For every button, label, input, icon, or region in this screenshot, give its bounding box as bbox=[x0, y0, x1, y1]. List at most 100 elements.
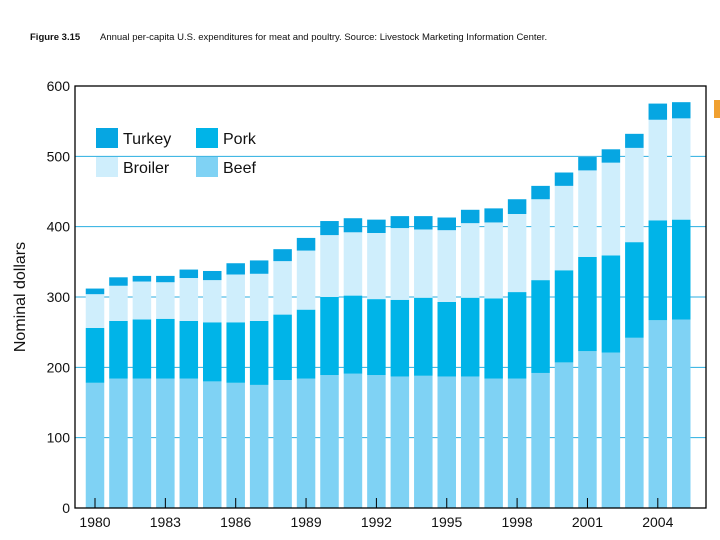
bar-pork-1997 bbox=[484, 298, 503, 379]
bar-pork-1998 bbox=[507, 292, 527, 379]
bar-broiler-1987 bbox=[249, 273, 269, 321]
bar-turkey-2001 bbox=[578, 157, 597, 171]
bar-broiler-1989 bbox=[296, 250, 316, 310]
y-tick-label: 500 bbox=[47, 148, 71, 164]
bar-broiler-2004 bbox=[648, 119, 668, 221]
bar-beef-1987 bbox=[249, 384, 269, 508]
bar-beef-1993 bbox=[390, 376, 410, 508]
bar-broiler-1992 bbox=[367, 232, 386, 300]
bar-broiler-1998 bbox=[507, 214, 527, 293]
bar-beef-1983 bbox=[156, 378, 175, 508]
bar-turkey-1987 bbox=[249, 260, 269, 274]
bar-pork-2003 bbox=[625, 242, 644, 338]
bar-pork-1991 bbox=[343, 295, 363, 374]
bar-broiler-2002 bbox=[601, 162, 621, 256]
x-tick-label: 1980 bbox=[79, 514, 110, 530]
bar-turkey-2005 bbox=[672, 102, 691, 119]
bar-broiler-1983 bbox=[156, 282, 175, 319]
bar-turkey-1990 bbox=[320, 221, 339, 236]
bar-beef-1988 bbox=[273, 379, 292, 508]
bar-pork-2005 bbox=[672, 219, 691, 320]
bar-pork-1989 bbox=[296, 309, 316, 379]
bar-pork-1988 bbox=[273, 314, 292, 380]
x-tick-label: 2004 bbox=[642, 514, 673, 530]
bar-turkey-1996 bbox=[460, 209, 480, 224]
bar-pork-1980 bbox=[85, 327, 105, 383]
bar-pork-1993 bbox=[390, 299, 410, 377]
bar-turkey-1997 bbox=[484, 208, 503, 223]
caption-text: Annual per-capita U.S. expenditures for … bbox=[100, 32, 548, 43]
bar-broiler-1981 bbox=[109, 285, 128, 321]
bar-pork-1985 bbox=[203, 322, 222, 382]
figure-label: Figure 3.15 bbox=[30, 32, 81, 43]
bar-broiler-1988 bbox=[273, 261, 292, 315]
bar-broiler-2005 bbox=[672, 118, 691, 220]
bar-turkey-2003 bbox=[625, 133, 644, 148]
bar-pork-2002 bbox=[601, 255, 621, 353]
bar-beef-1980 bbox=[85, 382, 105, 508]
bar-turkey-1989 bbox=[296, 237, 316, 251]
bar-turkey-1999 bbox=[531, 185, 550, 200]
bar-pork-1999 bbox=[531, 280, 550, 373]
bar-pork-1996 bbox=[460, 297, 480, 377]
legend-swatch-beef bbox=[196, 157, 218, 177]
legend-swatch-broiler bbox=[96, 157, 118, 177]
bar-broiler-1995 bbox=[437, 230, 456, 302]
legend-label-pork: Pork bbox=[223, 131, 257, 148]
bar-turkey-1983 bbox=[156, 275, 175, 283]
bar-beef-2003 bbox=[625, 337, 644, 508]
bar-turkey-1986 bbox=[226, 263, 245, 275]
bar-beef-1998 bbox=[507, 378, 527, 508]
bar-beef-1996 bbox=[460, 376, 480, 508]
bar-pork-2004 bbox=[648, 220, 668, 321]
bar-beef-1994 bbox=[414, 375, 433, 508]
plot-frame bbox=[74, 85, 707, 509]
bar-turkey-1992 bbox=[367, 219, 386, 233]
bar-beef-1999 bbox=[531, 372, 550, 508]
bar-beef-2005 bbox=[672, 319, 691, 508]
bar-broiler-2003 bbox=[625, 147, 644, 243]
bar-turkey-1985 bbox=[203, 270, 222, 281]
legend-swatch-pork bbox=[196, 128, 218, 148]
x-tick-label: 1995 bbox=[431, 514, 462, 530]
legend-swatch-turkey bbox=[96, 128, 118, 148]
bar-beef-1991 bbox=[343, 373, 363, 508]
bar-turkey-1995 bbox=[437, 217, 456, 231]
figure-caption: Figure 3.15 Annual per-capita U.S. expend… bbox=[30, 32, 700, 43]
bar-turkey-1980 bbox=[85, 288, 105, 295]
decorative-tab bbox=[714, 100, 720, 118]
bar-broiler-1996 bbox=[460, 223, 480, 298]
bar-beef-1992 bbox=[367, 375, 386, 508]
bar-pork-2001 bbox=[578, 256, 597, 352]
bar-beef-2004 bbox=[648, 320, 668, 508]
bar-turkey-1984 bbox=[179, 269, 199, 279]
y-tick-label: 200 bbox=[47, 359, 71, 375]
x-tick-label: 2001 bbox=[572, 514, 603, 530]
bar-broiler-1985 bbox=[203, 280, 222, 323]
bar-beef-1990 bbox=[320, 375, 339, 508]
bar-pork-1990 bbox=[320, 297, 339, 376]
x-tick-label: 1989 bbox=[290, 514, 321, 530]
bar-broiler-1980 bbox=[85, 294, 105, 328]
bar-broiler-1982 bbox=[132, 281, 152, 320]
x-tick-label: 1986 bbox=[220, 514, 251, 530]
bar-pork-2000 bbox=[554, 270, 574, 363]
bar-pork-1981 bbox=[109, 320, 128, 379]
bar-turkey-1991 bbox=[343, 218, 363, 233]
bar-broiler-1991 bbox=[343, 232, 363, 296]
bar-turkey-1998 bbox=[507, 199, 527, 215]
bar-broiler-1984 bbox=[179, 278, 199, 321]
bar-pork-1994 bbox=[414, 297, 433, 376]
legend-label-broiler: Broiler bbox=[123, 160, 170, 177]
y-tick-label: 100 bbox=[47, 430, 71, 446]
x-tick-label: 1992 bbox=[361, 514, 392, 530]
bar-turkey-1981 bbox=[109, 277, 128, 286]
bar-broiler-1993 bbox=[390, 228, 410, 300]
bar-turkey-1988 bbox=[273, 249, 292, 262]
bar-beef-1986 bbox=[226, 382, 245, 508]
legend-label-beef: Beef bbox=[223, 160, 256, 177]
bar-beef-1982 bbox=[132, 378, 152, 508]
bar-beef-2001 bbox=[578, 351, 597, 508]
bar-beef-1981 bbox=[109, 378, 128, 508]
